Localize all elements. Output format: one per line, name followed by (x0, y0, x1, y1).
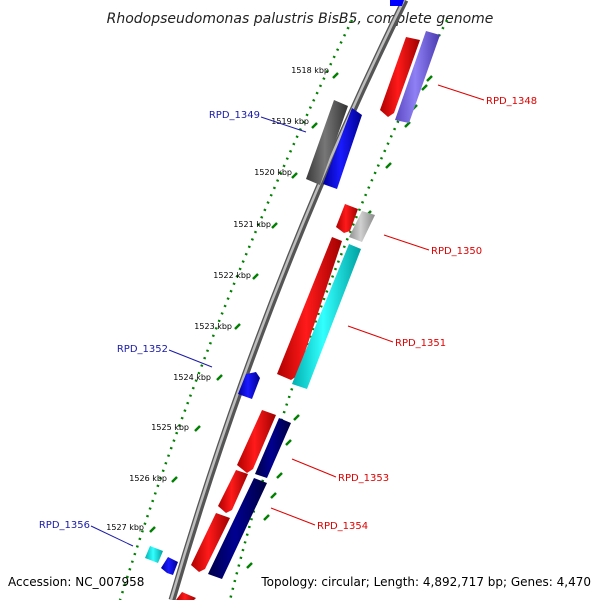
map-title: Rhodopseudomonas palustris BisB5, comple… (107, 11, 494, 27)
gene-rpd-1356-blue[interactable] (161, 557, 178, 575)
tick-label-1518: 1518 kbp (291, 66, 329, 75)
gene-label-rpd-1353[interactable]: RPD_1353 (338, 473, 389, 484)
gene-rpd-1354[interactable] (208, 478, 267, 579)
tick-label-1526: 1526 kbp (129, 474, 167, 483)
gene-label-rpd-1354[interactable]: RPD_1354 (317, 521, 368, 532)
gene-rpd-1349-gray[interactable] (306, 100, 348, 185)
tick-label-1519: 1519 kbp (271, 117, 309, 126)
gene-rpd-1350-red[interactable] (336, 204, 358, 233)
gene-label-rpd-1352[interactable]: RPD_1352 (117, 344, 168, 355)
genome-backbone-highlight (169, 0, 406, 600)
gene-label-rpd-1351[interactable]: RPD_1351 (395, 338, 446, 349)
tick-label-1522: 1522 kbp (213, 271, 251, 280)
inner-gene-track (176, 0, 420, 600)
accession-text: Accession: NC_007958 (8, 575, 144, 589)
gene-rpd-1351-cyan[interactable] (292, 244, 361, 389)
gene-rpd-1352[interactable] (238, 372, 260, 399)
gene-rpd-1354-red-a[interactable] (218, 470, 248, 513)
outer-gene-track (145, 31, 440, 579)
gene-rpd-1353[interactable] (255, 418, 291, 478)
tick-label-1527: 1527 kbp (106, 523, 144, 532)
inner-guide-line (118, 19, 354, 600)
gene-rpd-1349-strand-marker[interactable] (390, 0, 404, 6)
gene-rpd-1349[interactable] (323, 108, 362, 189)
gene-labels: RPD_1348 RPD_1349 RPD_1350 RPD_1351 RPD_… (39, 96, 537, 532)
gene-rpd-1353-red[interactable] (237, 410, 276, 473)
tick-label-1523: 1523 kbp (194, 322, 232, 331)
gene-rpd-1348-red[interactable] (380, 37, 420, 117)
label-leader-lines (90, 84, 485, 547)
gene-label-rpd-1349[interactable]: RPD_1349 (209, 110, 260, 121)
tick-label-1520: 1520 kbp (254, 168, 292, 177)
gene-rpd-1348[interactable] (395, 31, 440, 123)
inner-tick-marks (149, 72, 339, 533)
tick-label-1525: 1525 kbp (151, 423, 189, 432)
gene-rpd-1350[interactable] (349, 211, 375, 242)
tick-label-1524: 1524 kbp (173, 373, 211, 382)
gene-rpd-1351[interactable] (277, 237, 342, 380)
gene-label-rpd-1356[interactable]: RPD_1356 (39, 520, 90, 531)
tick-labels: 1518 kbp 1519 kbp 1520 kbp 1521 kbp 1522… (106, 66, 329, 532)
gene-label-rpd-1348[interactable]: RPD_1348 (486, 96, 537, 107)
gene-red-bottom[interactable] (176, 592, 196, 600)
genome-backbone (168, 0, 409, 600)
gene-rpd-1354-red-b[interactable] (191, 513, 230, 572)
gene-rpd-1356-cyan[interactable] (145, 546, 163, 563)
tick-label-1521: 1521 kbp (233, 220, 271, 229)
gene-label-rpd-1350[interactable]: RPD_1350 (431, 246, 482, 257)
topology-text: Topology: circular; Length: 4,892,717 bp… (260, 575, 591, 589)
